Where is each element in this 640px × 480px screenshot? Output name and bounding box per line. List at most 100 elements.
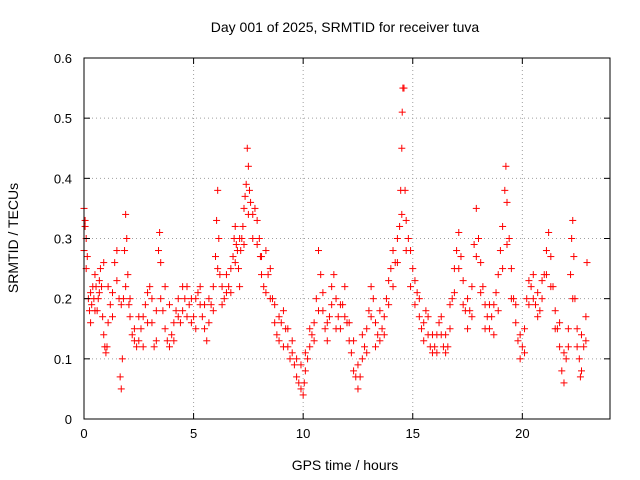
data-point (301, 349, 309, 357)
data-point (576, 373, 584, 381)
data-point (174, 313, 182, 321)
data-point (271, 301, 279, 309)
grid-lines (84, 58, 610, 419)
data-point (560, 349, 568, 357)
chart-title: Day 001 of 2025, SRMTID for receiver tuv… (211, 19, 480, 35)
data-point (262, 289, 270, 297)
data-point (529, 271, 537, 279)
data-point (393, 259, 401, 267)
data-point (404, 235, 412, 242)
data-point (176, 319, 184, 327)
data-point (299, 391, 307, 399)
data-point (389, 283, 397, 291)
data-point (556, 343, 564, 351)
data-point (275, 337, 283, 345)
data-point (196, 283, 204, 291)
x-axis-label: GPS time / hours (292, 457, 399, 473)
data-point (545, 228, 553, 236)
data-point (490, 331, 498, 339)
data-point (385, 301, 393, 309)
data-point (135, 313, 143, 321)
data-point (494, 307, 502, 315)
data-point (356, 373, 364, 381)
y-tick-labels: 0 0.1 0.2 0.3 0.4 0.5 0.6 (54, 51, 72, 427)
data-point (472, 204, 480, 212)
data-point (310, 319, 318, 327)
data-point (113, 277, 121, 285)
data-point (214, 186, 222, 194)
data-point (466, 307, 474, 315)
data-point (459, 301, 467, 309)
data-point (170, 337, 178, 345)
data-point (567, 271, 575, 279)
data-point (418, 325, 426, 333)
data-point (128, 331, 136, 339)
data-point (108, 313, 116, 321)
data-point (185, 301, 193, 309)
data-point (194, 289, 202, 297)
data-point (319, 289, 327, 297)
data-point (354, 385, 362, 393)
data-point (547, 253, 555, 261)
data-point (475, 235, 482, 242)
data-point (81, 222, 89, 230)
data-point (455, 265, 463, 273)
data-point (225, 283, 233, 291)
data-point (130, 325, 138, 333)
data-point (293, 373, 301, 381)
y-tick-label: 0.6 (54, 51, 72, 66)
data-point (284, 325, 292, 333)
data-point (323, 319, 331, 327)
data-point (507, 295, 515, 303)
data-point (122, 283, 130, 291)
data-point (450, 289, 458, 297)
data-point (345, 319, 353, 327)
data-point (222, 271, 230, 279)
data-point (266, 265, 274, 273)
data-point (288, 349, 296, 357)
data-point (488, 313, 496, 321)
data-point (367, 283, 375, 291)
data-point (242, 180, 250, 188)
data-point (104, 319, 112, 327)
data-point (243, 144, 251, 152)
data-point (83, 253, 91, 261)
data-point (240, 241, 248, 249)
data-point (251, 204, 259, 212)
data-point (374, 331, 382, 339)
data-point (220, 295, 228, 303)
data-point (323, 337, 331, 345)
data-point (363, 349, 371, 357)
data-point (121, 247, 129, 255)
data-point (402, 247, 410, 255)
data-point (306, 325, 314, 333)
data-point (165, 301, 173, 309)
data-point (266, 295, 274, 303)
plot-frame (83, 57, 611, 420)
data-point (262, 247, 270, 255)
data-point (573, 325, 581, 333)
data-point (446, 301, 454, 309)
data-point (286, 355, 294, 363)
data-point (378, 325, 386, 333)
data-point (407, 283, 415, 291)
data-point (328, 283, 336, 291)
data-point (157, 295, 165, 303)
axis-ticks (83, 57, 610, 420)
data-point (341, 313, 349, 321)
data-point (492, 289, 500, 297)
data-point (525, 301, 533, 309)
data-point (264, 271, 272, 279)
data-point (227, 265, 235, 273)
data-point (444, 343, 452, 351)
data-point (236, 283, 244, 291)
data-point (415, 313, 423, 321)
data-point (354, 361, 362, 369)
data-point (398, 108, 406, 116)
data-point (477, 289, 485, 297)
data-point (371, 343, 379, 351)
data-point (244, 162, 252, 170)
data-point (382, 295, 390, 303)
y-axis-label: SRMTID / TECUs (5, 183, 21, 293)
data-point (229, 253, 237, 261)
